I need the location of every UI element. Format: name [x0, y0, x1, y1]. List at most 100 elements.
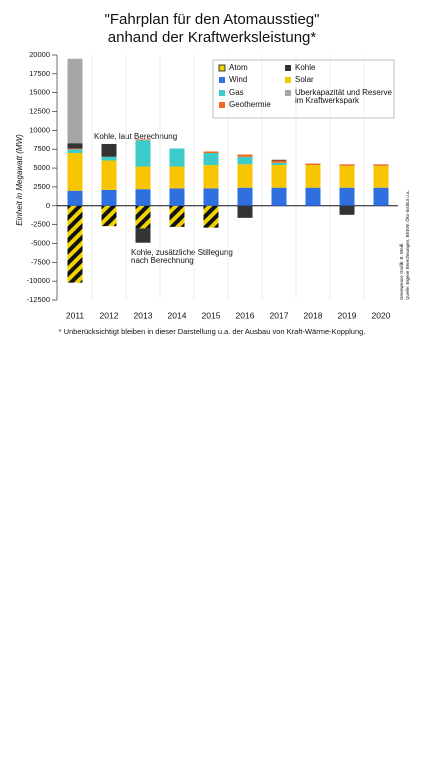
legend-swatch [285, 65, 291, 71]
legend-item: Überkapazität und Reserve im Kraftwerksp… [295, 89, 392, 105]
bar-segment [203, 188, 219, 206]
bar-segment [67, 149, 83, 153]
x-tick-label: 2019 [338, 310, 357, 320]
legend-swatch [285, 90, 291, 96]
bar-segment [237, 164, 253, 188]
bar-segment [339, 187, 355, 206]
y-tick-label: -12500 [27, 295, 50, 304]
y-tick-label: -2500 [31, 220, 50, 229]
bar-segment [67, 190, 83, 206]
y-tick-label: 0 [46, 201, 50, 210]
bar-segment [135, 139, 151, 141]
bar-segment [101, 205, 117, 227]
bar-segment [203, 165, 219, 189]
legend-swatch [219, 90, 225, 96]
y-axis-label: Einheit in Megawatt (MW) [15, 134, 24, 226]
bar-segment [373, 164, 389, 166]
x-tick-label: 2014 [168, 310, 187, 320]
bar-segment [67, 205, 83, 283]
y-tick-label: -7500 [31, 257, 50, 266]
legend-item: Solar [295, 76, 314, 84]
chart-subtitle: anhand der Kraftwerksleistung* [108, 29, 317, 46]
legend-swatch [219, 102, 225, 108]
y-tick-label: -10000 [27, 276, 50, 285]
bar-segment [135, 166, 151, 190]
bar-segment [169, 166, 185, 189]
credit: Greenpeace Grafik: B. Weiß [399, 243, 404, 300]
legend-item: Wind [229, 76, 248, 84]
chart-title: "Fahrplan für den Atomausstieg" [105, 11, 320, 28]
legend-label: Atom [229, 64, 248, 72]
source: Quelle: Eigene Berechnungen, BEEW, Öko-I… [404, 190, 410, 300]
bar-segment [101, 156, 117, 161]
legend-swatch [285, 77, 291, 83]
x-tick-label: 2017 [270, 310, 289, 320]
bar-segment [339, 205, 355, 215]
bar-segment [135, 205, 151, 229]
annotation-box: Kohle, zusätzliche Stillegung nach Berec… [131, 249, 233, 265]
x-tick-label: 2011 [66, 310, 85, 320]
x-tick-label: 2015 [202, 310, 221, 320]
x-tick-label: 2018 [304, 310, 323, 320]
bar-segment [67, 58, 83, 144]
bar-segment [169, 148, 185, 167]
bar-segment [271, 162, 287, 166]
legend-item: Gas [229, 89, 244, 97]
x-tick-label: 2013 [134, 310, 153, 320]
bar-segment [373, 165, 389, 188]
legend-label: Solar [295, 76, 314, 84]
x-tick-label: 2016 [236, 310, 255, 320]
y-tick-label: 20000 [29, 50, 50, 59]
legend-label: Wind [229, 76, 248, 84]
bar-segment [67, 148, 83, 150]
legend-label: Geothermie [229, 101, 271, 109]
bar-segment [101, 143, 117, 157]
bar-segment [237, 154, 253, 157]
x-tick-label: 2012 [100, 310, 119, 320]
bar-segment [271, 160, 287, 163]
bar-segment [169, 205, 185, 227]
legend-label: Kohle [295, 64, 316, 72]
x-tick-label: 2020 [372, 310, 391, 320]
y-tick-label: -5000 [31, 238, 50, 247]
legend-item: Geothermie [229, 101, 271, 109]
legend-label: Überkapazität und Reserve im Kraftwerksp… [295, 89, 392, 105]
bar-segment [67, 153, 83, 191]
y-tick-label: 12500 [29, 107, 50, 116]
bar-segment [237, 156, 253, 165]
bar-segment [237, 205, 253, 218]
bar-segment [203, 153, 219, 166]
bar-segment [169, 188, 185, 206]
bar-segment [101, 160, 117, 190]
bar-segment [203, 151, 219, 153]
legend-item: Kohle [295, 64, 316, 72]
y-tick-label: 15000 [29, 88, 50, 97]
annotation: Kohle, zusätzliche Stillegung nach Berec… [131, 249, 233, 265]
bar-segment [339, 165, 355, 188]
footnote: * Unberücksichtigt bleiben in dieser Dar… [59, 327, 366, 336]
annotation: Kohle, laut Berechnung [94, 132, 177, 141]
bar-segment [135, 140, 151, 167]
legend-swatch [219, 77, 225, 83]
bar-segment [101, 189, 117, 206]
y-tick-label: 7500 [33, 144, 50, 153]
legend-label: Gas [229, 89, 244, 97]
bar-segment [339, 164, 355, 166]
bar-segment [305, 187, 321, 206]
bar-segment [305, 163, 321, 166]
y-tick-label: 2500 [33, 182, 50, 191]
bar-segment [271, 159, 287, 161]
y-tick-label: 17500 [29, 69, 50, 78]
bar-segment [135, 228, 151, 243]
bar-segment [271, 187, 287, 206]
y-tick-label: 5000 [33, 163, 50, 172]
bar-segment [203, 205, 219, 228]
bar-segment [67, 143, 83, 149]
bar-segment [271, 165, 287, 188]
bar-segment [305, 165, 321, 188]
bar-segment [135, 189, 151, 206]
legend-item: Atom [229, 64, 248, 72]
legend-swatch [218, 64, 226, 72]
